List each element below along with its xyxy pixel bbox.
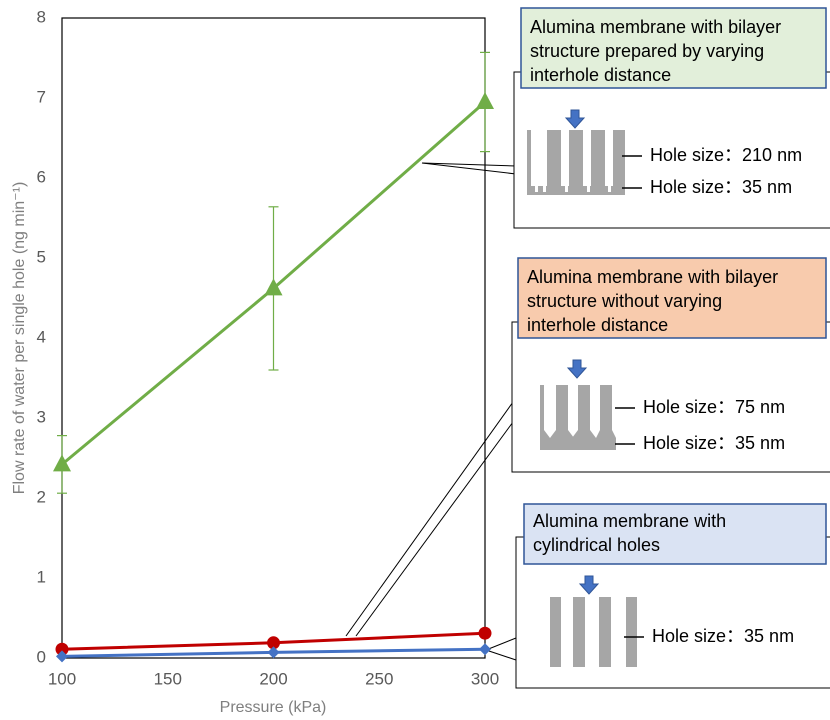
marker bbox=[478, 626, 492, 640]
marker bbox=[55, 642, 69, 656]
annotation-title: cylindrical holes bbox=[533, 535, 660, 555]
y-tick-label: 2 bbox=[37, 487, 46, 506]
y-tick-label: 1 bbox=[37, 567, 46, 586]
x-tick-label: 100 bbox=[48, 669, 76, 688]
membrane-gaps bbox=[535, 186, 611, 192]
y-tick-label: 5 bbox=[37, 247, 46, 266]
marker bbox=[53, 454, 71, 472]
marker bbox=[476, 92, 494, 109]
marker bbox=[267, 636, 280, 650]
hole-size-label: Hole size：35 nm bbox=[652, 626, 794, 646]
annotation-title: Alumina membrane with bbox=[533, 511, 726, 531]
y-tick-label: 8 bbox=[37, 7, 46, 26]
y-tick-label: 4 bbox=[37, 327, 46, 346]
annotation-title: structure prepared by varying bbox=[530, 41, 764, 61]
title-box bbox=[517, 257, 827, 339]
annotation-title: interhole distance bbox=[527, 315, 668, 335]
title-box bbox=[520, 7, 827, 89]
hole-size-label: Hole size：35 nm bbox=[650, 177, 792, 197]
hole-size-label: Hole size：75 nm bbox=[643, 397, 785, 417]
annotation-title: Alumina membrane with bilayer bbox=[527, 267, 778, 287]
arrow bbox=[578, 575, 600, 595]
hole-size-label: Hole size：35 nm bbox=[643, 433, 785, 453]
y-axis-label: Flow rate of water per single hole (ng m… bbox=[11, 182, 28, 495]
marker bbox=[56, 650, 68, 663]
y-tick-label: 0 bbox=[37, 647, 46, 666]
marker bbox=[479, 643, 491, 656]
y-tick-label: 6 bbox=[37, 167, 46, 186]
arrow bbox=[566, 359, 588, 379]
x-tick-label: 300 bbox=[471, 669, 499, 688]
x-tick-label: 200 bbox=[259, 669, 287, 688]
marker bbox=[267, 646, 280, 659]
membrane-diagram bbox=[527, 130, 625, 195]
membrane-diagram bbox=[550, 597, 637, 667]
figure-box bbox=[513, 71, 830, 229]
leader-lines bbox=[345, 162, 517, 661]
hole-size-label: Hole size：210 nm bbox=[650, 145, 802, 165]
title-box bbox=[523, 503, 827, 565]
x-tick-label: 250 bbox=[365, 669, 393, 688]
annotation-title: interhole distance bbox=[530, 65, 671, 85]
arrow bbox=[564, 109, 586, 129]
annotation-title: Alumina membrane with bilayer bbox=[530, 17, 781, 37]
y-tick-label: 7 bbox=[37, 87, 46, 106]
x-axis-label: Pressure (kPa) bbox=[220, 699, 327, 716]
x-tick-label: 150 bbox=[154, 669, 182, 688]
y-tick-label: 3 bbox=[37, 407, 46, 426]
annotation-title: structure without varying bbox=[527, 291, 722, 311]
marker bbox=[264, 278, 283, 296]
membrane-diagram bbox=[540, 385, 616, 450]
